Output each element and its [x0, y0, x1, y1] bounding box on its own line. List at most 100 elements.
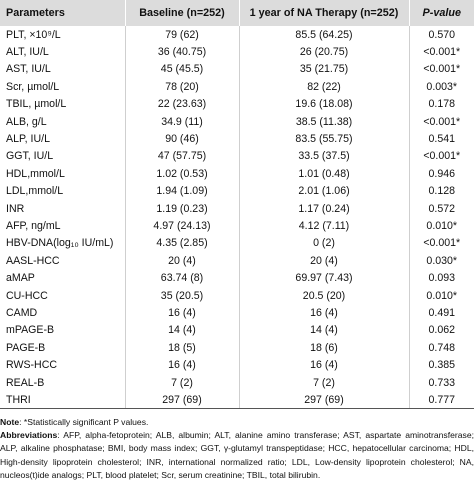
cell-p-value: <0.001* — [408, 234, 474, 253]
cell-therapy: 18 (6) — [238, 339, 409, 357]
cell-therapy: 26 (20.75) — [238, 43, 409, 61]
cell-parameter: CAMD — [6, 306, 38, 319]
cell-p-value: 0.733 — [408, 373, 474, 392]
cell-therapy: 35 (21.75) — [238, 60, 409, 79]
cell-parameter: TBIL, µmol/L — [6, 98, 67, 111]
cell-therapy: 4.12 (7.11) — [238, 217, 409, 235]
note-text: : *Statistically significant P values. — [19, 417, 149, 427]
cell-therapy: 2.01 (1.06) — [238, 182, 409, 200]
cell-baseline: 1.02 (0.53) — [124, 165, 239, 183]
cell-p-value: <0.001* — [408, 60, 474, 79]
cell-therapy: 20.5 (20) — [238, 286, 409, 305]
cell-parameter: AFP, ng/mL — [6, 219, 61, 232]
abbreviations-label: Abbreviations — [0, 430, 58, 441]
cell-parameter: ALB, g/L — [6, 115, 47, 128]
cell-p-value: 0.572 — [408, 199, 474, 218]
table-row: ALT, IU/L 36 (40.75) 26 (20.75) <0.001* — [0, 43, 474, 61]
cell-p-value: <0.001* — [408, 112, 474, 131]
table-row: aMAP 63.74 (8) 69.97 (7.43) 0.093 — [0, 269, 474, 287]
table-row: REAL-B 7 (2) 7 (2) 0.733 — [0, 373, 474, 392]
cell-p-value: 0.491 — [408, 304, 474, 322]
cell-therapy: 38.5 (11.38) — [238, 112, 409, 131]
table-row: PLT, ×10⁹/L 79 (62) 85.5 (64.25) 0.570 — [0, 26, 474, 44]
note-label: Note — [0, 417, 20, 427]
cell-parameter: ALT, IU/L — [6, 46, 49, 59]
cell-baseline: 16 (4) — [124, 304, 239, 322]
cell-baseline: 45 (45.5) — [124, 60, 239, 79]
table-row: CU-HCC 35 (20.5) 20.5 (20) 0.010* — [0, 286, 474, 305]
cell-therapy: 7 (2) — [238, 373, 409, 392]
cell-parameter: Scr, µmol/L — [6, 80, 60, 93]
cell-therapy: 0 (2) — [238, 234, 409, 253]
cell-baseline: 90 (46) — [124, 130, 239, 148]
cell-p-value: 0.946 — [408, 165, 474, 183]
header-baseline: Baseline (n=252) — [124, 0, 239, 26]
cell-therapy: 82 (22) — [238, 78, 409, 96]
cell-parameter: THRI — [0, 391, 125, 410]
table-row: PAGE-B 18 (5) 18 (6) 0.748 — [0, 339, 474, 357]
abbreviations-text: : AFP, alpha-fetoprotein; ALB, albumin; … — [0, 430, 474, 480]
table-row: AFP, ng/mL 4.97 (24.13) 4.12 (7.11) 0.010* — [0, 217, 474, 235]
table-row: mPAGE-B 14 (4) 14 (4) 0.062 — [0, 321, 474, 340]
cell-therapy: 33.5 (37.5) — [238, 147, 409, 166]
cell-therapy: 14 (4) — [238, 321, 409, 340]
abbreviations-line: Abbreviations: AFP, alpha-fetoprotein; A… — [0, 429, 474, 482]
cell-parameter: PAGE-B — [6, 341, 46, 354]
cell-therapy: 16 (4) — [238, 304, 409, 322]
cell-p-value: 0.570 — [408, 26, 474, 44]
header-therapy: 1 year of NA Therapy (n=252) — [238, 0, 409, 26]
header-parameters: Parameters — [6, 7, 65, 19]
cell-therapy: 19.6 (18.08) — [238, 95, 409, 113]
note-line: Note: *Statistically significant P value… — [0, 416, 474, 429]
cell-parameter: HBV-DNA(log₁₀ IU/mL) — [6, 237, 114, 250]
cell-baseline: 7 (2) — [124, 373, 239, 392]
cell-parameter: GGT, IU/L — [6, 150, 54, 163]
cell-baseline: 1.94 (1.09) — [124, 182, 239, 200]
cell-p-value: 0.062 — [408, 321, 474, 340]
table-row: HDL,mmol/L 1.02 (0.53) 1.01 (0.48) 0.946 — [0, 165, 474, 183]
table-row: TBIL, µmol/L 22 (23.63) 19.6 (18.08) 0.178 — [0, 95, 474, 113]
header-row: Parameters Baseline (n=252) 1 year of NA… — [0, 0, 474, 26]
cell-baseline: 4.35 (2.85) — [124, 234, 239, 253]
cell-therapy: 16 (4) — [238, 356, 409, 374]
cell-parameter: AST, IU/L — [6, 63, 51, 76]
cell-therapy: 1.17 (0.24) — [238, 199, 409, 218]
cell-baseline: 297 (69) — [124, 391, 239, 410]
cell-baseline: 35 (20.5) — [124, 286, 239, 305]
cell-baseline: 4.97 (24.13) — [124, 217, 239, 235]
cell-p-value: 0.385 — [408, 356, 474, 374]
table-row: ALP, IU/L 90 (46) 83.5 (55.75) 0.541 — [0, 130, 474, 148]
cell-baseline: 18 (5) — [124, 339, 239, 357]
cell-p-value: <0.001* — [408, 43, 474, 61]
cell-baseline: 79 (62) — [124, 26, 239, 44]
table-row: Scr, µmol/L 78 (20) 82 (22) 0.003* — [0, 78, 474, 96]
table-row: GGT, IU/L 47 (57.75) 33.5 (37.5) <0.001* — [0, 147, 474, 166]
cell-p-value: 0.030* — [408, 252, 474, 270]
cell-baseline: 47 (57.75) — [124, 147, 239, 166]
cell-parameter: CU-HCC — [6, 289, 48, 302]
cell-p-value: 0.010* — [408, 286, 474, 305]
table-row: ALB, g/L 34.9 (11) 38.5 (11.38) <0.001* — [0, 112, 474, 131]
cell-baseline: 78 (20) — [124, 78, 239, 96]
cell-p-value: 0.178 — [408, 95, 474, 113]
cell-parameter: RWS-HCC — [6, 359, 58, 372]
cell-p-value: 0.541 — [408, 130, 474, 148]
table-row: LDL,mmol/L 1.94 (1.09) 2.01 (1.06) 0.128 — [0, 182, 474, 200]
header-p-value: P-value — [408, 0, 474, 26]
cell-parameter: INR — [6, 202, 25, 215]
cell-therapy: 297 (69) — [238, 391, 409, 410]
table-row: RWS-HCC 16 (4) 16 (4) 0.385 — [0, 356, 474, 374]
table-header: Parameters Baseline (n=252) 1 year of NA… — [0, 0, 474, 26]
table-row: CAMD 16 (4) 16 (4) 0.491 — [0, 304, 474, 322]
cell-therapy: 83.5 (55.75) — [238, 130, 409, 148]
cell-parameter: REAL-B — [6, 376, 45, 389]
cell-p-value: 0.748 — [408, 339, 474, 357]
cell-therapy: 85.5 (64.25) — [238, 26, 409, 44]
table-notes: Note: *Statistically significant P value… — [0, 416, 474, 482]
table-row: HBV-DNA(log₁₀ IU/mL) 4.35 (2.85) 0 (2) <0.0… — [0, 234, 474, 253]
cell-p-value: <0.001* — [408, 147, 474, 166]
cell-baseline: 20 (4) — [124, 252, 239, 270]
cell-therapy: 69.97 (7.43) — [238, 269, 409, 287]
cell-p-value: 0.128 — [408, 182, 474, 200]
cell-baseline: 16 (4) — [124, 356, 239, 374]
